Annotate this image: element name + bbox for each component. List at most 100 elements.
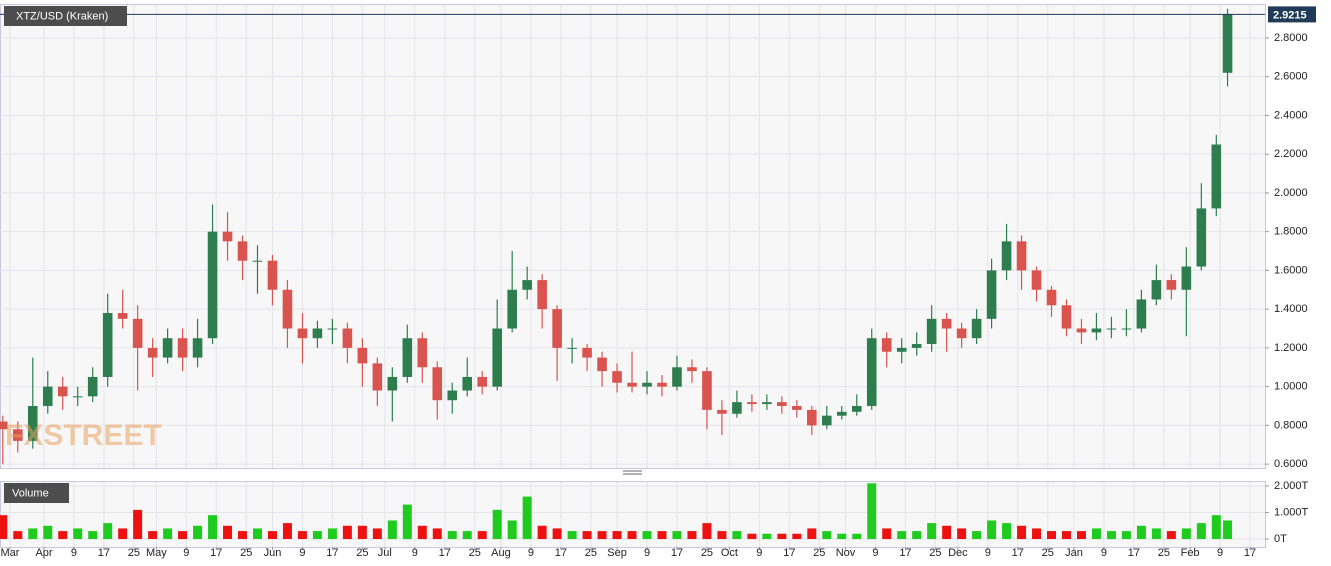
y-tick-label: 1.2000 (1274, 342, 1308, 354)
candle (821, 406, 832, 430)
x-tick-label: 9 (756, 547, 762, 559)
volume-bar (867, 483, 877, 540)
candle (402, 324, 413, 383)
candle-body (327, 328, 338, 330)
x-tick-label: Dec (948, 547, 968, 559)
volume-bar (73, 528, 83, 540)
candle-body (72, 396, 83, 398)
candle-body (522, 280, 532, 290)
candle-body (57, 386, 68, 397)
y-tick-label: 1.0000 (1274, 381, 1308, 393)
candle-body (177, 338, 188, 358)
volume-bar (43, 525, 53, 540)
candle-body (1001, 241, 1012, 271)
candle-body (432, 367, 443, 401)
x-tick-label: 17 (439, 547, 451, 559)
candle-body (777, 402, 787, 407)
panel-resize-handle[interactable] (623, 470, 642, 475)
candle-body (342, 328, 353, 348)
volume-bar (522, 496, 532, 540)
volume-bar (477, 531, 487, 540)
y-tick-label: 2.0000 (1274, 187, 1308, 199)
candle-body (1091, 328, 1102, 333)
candle (237, 235, 248, 281)
x-tick-label: 9 (299, 547, 305, 559)
volume-bar (372, 528, 382, 540)
candle (0, 415, 8, 465)
candle (132, 305, 143, 391)
candle (282, 280, 293, 348)
x-tick-label: 9 (1101, 547, 1107, 559)
x-tick-label: Nov (836, 547, 856, 559)
volume-bar (1062, 531, 1071, 540)
x-tick-label: Mar (0, 547, 19, 559)
x-tick-label: 25 (1042, 547, 1054, 559)
candle-body (192, 338, 203, 358)
candle (147, 338, 158, 377)
volume-bar (1121, 531, 1131, 540)
volume-bar (417, 525, 427, 540)
candle-body (836, 411, 847, 416)
volume-bar (1017, 525, 1027, 540)
x-tick-label: Aug (491, 547, 511, 559)
candle (1061, 299, 1072, 337)
volume-bar (807, 528, 817, 540)
x-tick-label: 17 (1012, 547, 1024, 559)
candle (627, 351, 637, 393)
volume-bar (13, 531, 23, 540)
volume-bar (912, 531, 922, 540)
candle-body (462, 376, 473, 391)
candle-body (851, 406, 862, 412)
candle-body (12, 429, 23, 441)
y-tick-label: 0T (1274, 533, 1287, 545)
volume-bar (462, 531, 472, 540)
candle-body (207, 231, 218, 339)
y-tick-label: 2.2000 (1274, 148, 1308, 160)
candle-body (1106, 328, 1117, 330)
candle (1181, 247, 1192, 337)
candle-body (507, 289, 517, 329)
candle-body (237, 241, 248, 261)
candle (192, 318, 203, 368)
volume-bar (972, 531, 982, 540)
candle (297, 313, 308, 364)
chart-title: XTZ/USD (Kraken) (16, 10, 108, 22)
candle (222, 212, 233, 261)
candle-body (1181, 266, 1192, 290)
volume-bar (163, 528, 173, 540)
candle-body (42, 386, 53, 407)
candle-body (477, 376, 488, 387)
candle-body (357, 347, 368, 364)
volume-bar (612, 531, 622, 540)
candle (747, 394, 757, 412)
candle-body (1196, 208, 1207, 267)
labels: 0.6000 0.8000 1.0000 1.2000 1.4000 1.6000 1.80… (0, 6, 1316, 559)
candle-body (387, 376, 398, 391)
candle-body (657, 382, 667, 387)
volume-bar (687, 531, 697, 540)
candle-body (312, 328, 323, 339)
candle (762, 394, 772, 410)
volume-bar (927, 523, 937, 540)
candle-body (881, 338, 892, 352)
candle-body (552, 309, 562, 348)
candle (1222, 8, 1233, 87)
candle (792, 400, 802, 418)
candle (777, 396, 787, 414)
volume-bar (792, 533, 802, 540)
volume-title-box (4, 483, 69, 503)
candle-body (642, 382, 652, 387)
candle-body (447, 390, 458, 401)
candle-body (1151, 280, 1162, 300)
volume-bar (492, 509, 502, 540)
candle (986, 258, 997, 329)
candle (732, 390, 742, 418)
candle (177, 328, 188, 372)
volume-bar (657, 531, 667, 540)
volume-bar (882, 528, 892, 540)
volume-bar (582, 531, 592, 540)
candle-body (1076, 328, 1087, 333)
candle-body (821, 415, 832, 426)
volume-bar (357, 525, 367, 540)
y-tick-label: 1.000T (1274, 506, 1309, 518)
